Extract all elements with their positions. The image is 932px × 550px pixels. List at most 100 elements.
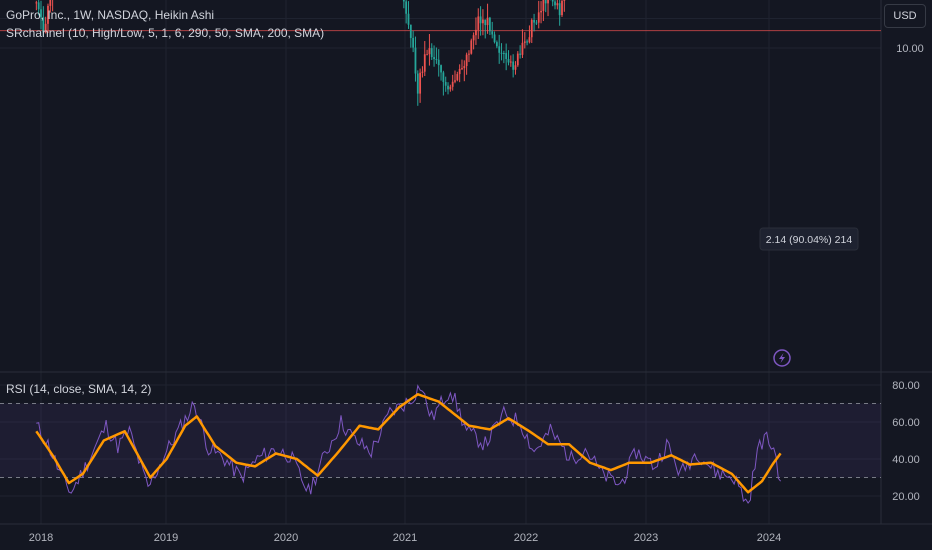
candle-body	[463, 66, 466, 69]
candle	[440, 64, 442, 81]
candle-body	[456, 74, 459, 81]
candle-body	[528, 37, 531, 43]
measure-label-bg	[759, 227, 859, 251]
candle	[414, 36, 417, 82]
rsi-tick-label: 40.00	[892, 454, 920, 466]
candle	[505, 43, 508, 71]
candle-body	[465, 54, 468, 67]
candle	[44, 16, 47, 34]
candle	[519, 45, 522, 59]
measure-label: 2.14 (90.04%) 214	[766, 234, 853, 246]
candle-body	[435, 59, 438, 61]
candle	[470, 38, 473, 55]
candle-body	[502, 52, 505, 54]
candle-body	[530, 19, 533, 38]
candle	[537, 0, 540, 29]
candle	[423, 41, 426, 77]
candle-body	[44, 23, 47, 33]
candle-body	[454, 80, 456, 82]
candle	[416, 70, 419, 106]
rsi-tick-label: 80.00	[892, 380, 920, 392]
candle	[435, 47, 438, 64]
candle	[533, 13, 535, 32]
candle-body	[488, 17, 491, 32]
candle	[49, 0, 52, 13]
candle	[40, 0, 42, 30]
srchannel-legend[interactable]: SRchannel (10, High/Low, 5, 1, 6, 290, 5…	[6, 26, 325, 40]
candle	[491, 21, 494, 39]
candle	[430, 43, 433, 60]
candle	[521, 29, 524, 59]
candle-body	[437, 59, 440, 66]
lightning-bolt	[779, 353, 785, 363]
rsi-ma-line	[35, 393, 782, 494]
candle-body	[486, 17, 489, 26]
currency-button[interactable]: USD	[884, 4, 926, 28]
candle	[468, 50, 470, 63]
candle-body	[495, 42, 498, 47]
candle-body	[535, 22, 538, 24]
candle-body	[440, 65, 442, 73]
candle-body	[416, 73, 419, 94]
candle	[472, 32, 475, 50]
candle	[47, 3, 49, 34]
candle-body	[451, 81, 454, 87]
candle-body	[444, 81, 447, 86]
time-tick-label: 2024	[757, 532, 781, 544]
candle	[407, 1, 410, 29]
rsi-legend[interactable]: RSI (14, close, SMA, 14, 2)	[6, 382, 152, 396]
candle	[542, 0, 545, 21]
candle	[486, 3, 489, 34]
candle	[52, 0, 54, 12]
candle	[449, 84, 452, 92]
candle-body	[554, 1, 556, 6]
candle-body	[500, 52, 503, 54]
candle	[554, 0, 556, 10]
candle	[437, 49, 440, 77]
candle-body	[428, 48, 431, 55]
candle-body	[482, 19, 484, 24]
candle-body	[547, 0, 549, 4]
time-tick-label: 2020	[274, 532, 298, 544]
candle	[544, 0, 547, 13]
candle	[523, 32, 526, 49]
candle-body	[414, 47, 417, 74]
candle	[442, 70, 445, 96]
candle-body	[512, 61, 515, 70]
candle	[507, 50, 510, 66]
candle-body	[526, 41, 529, 43]
candle-body	[35, 2, 38, 4]
candle-body	[542, 0, 545, 11]
candle-body	[558, 3, 561, 16]
candle-body	[49, 0, 52, 6]
candle-body	[561, 0, 563, 16]
candle	[451, 74, 454, 91]
candle	[405, 0, 408, 24]
candle-body	[421, 71, 424, 73]
candle	[500, 43, 503, 61]
candle	[495, 40, 498, 49]
candle-body	[537, 12, 540, 23]
candle	[556, 0, 559, 10]
candle-body	[475, 29, 477, 36]
candle	[563, 0, 566, 12]
time-tick-label: 2023	[634, 532, 658, 544]
candle-body	[458, 68, 461, 75]
candle	[528, 25, 531, 44]
candle	[547, 0, 549, 17]
candle	[447, 82, 449, 95]
candle-body	[477, 16, 480, 30]
candle-body	[563, 0, 566, 1]
candle-body	[447, 85, 449, 90]
candle-body	[461, 68, 463, 70]
candle	[461, 59, 463, 71]
candle-body	[37, 2, 40, 10]
candle-body	[551, 0, 554, 2]
candle	[502, 50, 505, 64]
candle-body	[47, 5, 49, 24]
candle	[444, 76, 447, 92]
main-legend[interactable]: GoPro, Inc., 1W, NASDAQ, Heikin Ashi	[6, 8, 215, 22]
candle-body	[556, 3, 559, 6]
candle-body	[402, 0, 405, 2]
